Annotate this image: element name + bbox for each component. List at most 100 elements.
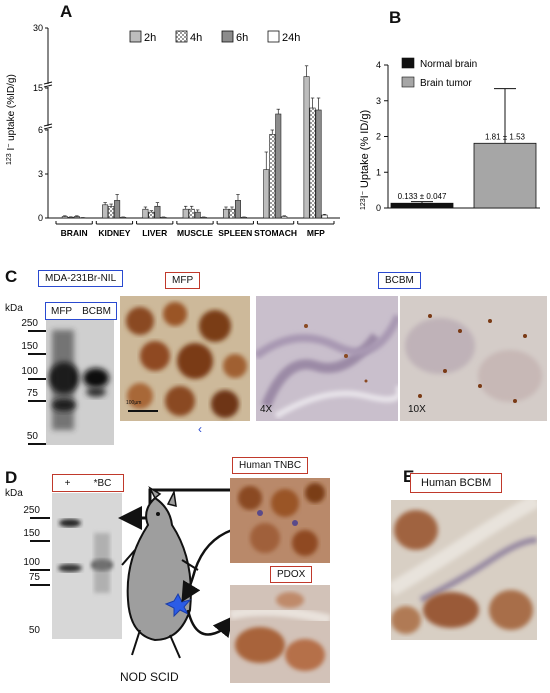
marker-c-150-line [28, 353, 46, 355]
marker-c-100: 100 [21, 366, 38, 377]
legend-swatch-b-0 [401, 57, 415, 69]
panel-c-lane-labels: MFP BCBM [45, 302, 117, 320]
bar-a-KIDNEY-24h [120, 216, 127, 219]
mfp-ihc-image: 100µm [120, 296, 250, 421]
marker-d-150-line [30, 540, 50, 542]
bar-a-LIVER-24h [160, 216, 167, 219]
western-blot-d [52, 493, 122, 639]
x-tick-label-a-MUSCLE: MUSCLE [177, 228, 213, 238]
lane-label-positive: + [64, 477, 71, 489]
legend-swatch-b-1 [401, 76, 415, 88]
bcbm-ihc-4x-image: 4X [256, 296, 398, 421]
y-tick-label-b-0: 0 [376, 203, 381, 213]
bar-a-MFP-24h [321, 214, 328, 219]
tnbc-ihc-image [230, 478, 330, 563]
y-tick-label-b-3: 3 [376, 96, 381, 106]
bar-a-KIDNEY-4h [108, 205, 115, 219]
bar-a-MUSCLE-6h [194, 211, 201, 219]
axis-break-line2-1 [43, 84, 53, 88]
x-tick-label-a-KIDNEY: KIDNEY [98, 228, 130, 238]
marker-c-50-line [28, 443, 46, 445]
panel-d-lane-labels: + *BC [52, 474, 124, 492]
lane-label-mfp: MFP [50, 305, 73, 317]
marker-d-250-line [30, 517, 50, 519]
marker-c-75-line [28, 400, 46, 402]
legend-label-a-2h: 2h [144, 32, 156, 44]
bcbm-ihc-10x-image: 10X [400, 296, 547, 421]
mouse-strain-label: NOD SCID [120, 670, 179, 684]
panel-letter-a: A [60, 2, 73, 21]
legend-label-a-24h: 24h [282, 32, 300, 44]
mag-4x-label: 4X [260, 404, 273, 415]
x-tick-label-a-BRAIN: BRAIN [61, 228, 88, 238]
bar-a-SPLEEN-2h [222, 208, 229, 219]
human-bcbm-ihc-image [391, 500, 537, 640]
panel-letter-c: C [5, 267, 18, 286]
y-tick-label-a-3: 3 [38, 169, 43, 179]
chart-a: 0 3 6 15 30 123 I− uptake (%ID/g) 2h 4h 6h 24h BRA… [6, 23, 340, 238]
lane-label-bc: *BC [93, 477, 112, 489]
axis-break-line-0 [43, 123, 53, 127]
tnbc-label: Human TNBC [232, 457, 309, 474]
mfp-ihc-label: MFP [165, 272, 201, 289]
lane-label-bcbm: BCBM [82, 305, 111, 317]
x-tick-label-a-MFP: MFP [307, 228, 325, 238]
bar-a-STOMACH-2h [263, 169, 270, 219]
bar-a-LIVER-2h [142, 208, 149, 219]
pdox-label: PDOX [270, 566, 313, 583]
bar-a-STOMACH-24h [281, 216, 288, 219]
panel-c-kda-label: kDa [5, 303, 23, 314]
axis-break-0 [44, 126, 340, 129]
panel-letter-d: D [5, 468, 18, 487]
bar-a-SPLEEN-6h [234, 200, 241, 219]
chart-b: 0 1 2 3 4 123I− Uptake (% ID/g) Normal brain Br… [359, 57, 540, 213]
bar-a-MUSCLE-4h [188, 208, 195, 219]
marker-c-100-line [28, 378, 46, 380]
x-tick-label-a-SPLEEN: SPLEEN [218, 228, 252, 238]
y-axis-label-b: 123I− Uptake (% ID/g) [359, 110, 371, 210]
human-bcbm-label: Human BCBM [410, 473, 503, 493]
bcbm-ihc-label: BCBM [378, 272, 421, 289]
mag-10x-label: 10X [408, 404, 426, 415]
y-tick-label-b-1: 1 [376, 167, 381, 177]
panel-letter-e: E [403, 467, 415, 486]
bar-a-SPLEEN-4h [228, 208, 235, 219]
pdox-ihc-image [230, 585, 330, 683]
marker-c-75: 75 [26, 388, 38, 399]
data-label-b-0: 0.133 ± 0.047 [398, 192, 447, 201]
y-tick-label-a-30: 30 [33, 23, 43, 33]
mouse-illustration [118, 486, 234, 659]
bar-a-KIDNEY-2h [102, 204, 109, 219]
legend-label-b-0: Normal brain [420, 59, 477, 70]
legend-swatch-a-4h [175, 30, 188, 43]
bar-a-BRAIN-2h [61, 216, 68, 219]
legend-label-a-4h: 4h [190, 32, 202, 44]
x-tick-label-a-STOMACH: STOMACH [254, 228, 297, 238]
legend-label-b-1: Brain tumor [420, 78, 472, 89]
legend-swatch-a-2h [129, 30, 142, 43]
panel-letter-b: B [389, 8, 402, 27]
axis-break-line2-0 [43, 126, 53, 130]
bar-a-MFP-6h [315, 109, 322, 219]
marker-d-100: 100 [23, 557, 40, 568]
bar-b-0 [390, 202, 454, 209]
legend-swatch-a-24h [267, 30, 280, 43]
arrowhead-icon: ‹ [198, 422, 202, 436]
bar-a-MFP-2h [303, 76, 310, 219]
axis-break-1 [44, 84, 340, 87]
scale-bar-text: 100µm [126, 400, 142, 406]
y-tick-label-a-6: 6 [38, 125, 43, 135]
bar-a-MUSCLE-24h [200, 216, 207, 219]
marker-d-75: 75 [28, 572, 40, 583]
y-axis-label-a: 123 I− uptake (%ID/g) [6, 74, 17, 165]
marker-c-250: 250 [21, 318, 38, 329]
bar-a-SPLEEN-24h [240, 216, 247, 219]
bar-a-MUSCLE-2h [182, 208, 189, 219]
y-tick-label-a-15: 15 [33, 83, 43, 93]
bar-a-BRAIN-4h [67, 216, 74, 219]
marker-c-250-line [28, 330, 46, 332]
bar-a-LIVER-6h [154, 205, 161, 219]
marker-d-50: 50 [28, 625, 40, 636]
axis-break-line-1 [43, 81, 53, 85]
marker-d-100-line [30, 569, 50, 571]
